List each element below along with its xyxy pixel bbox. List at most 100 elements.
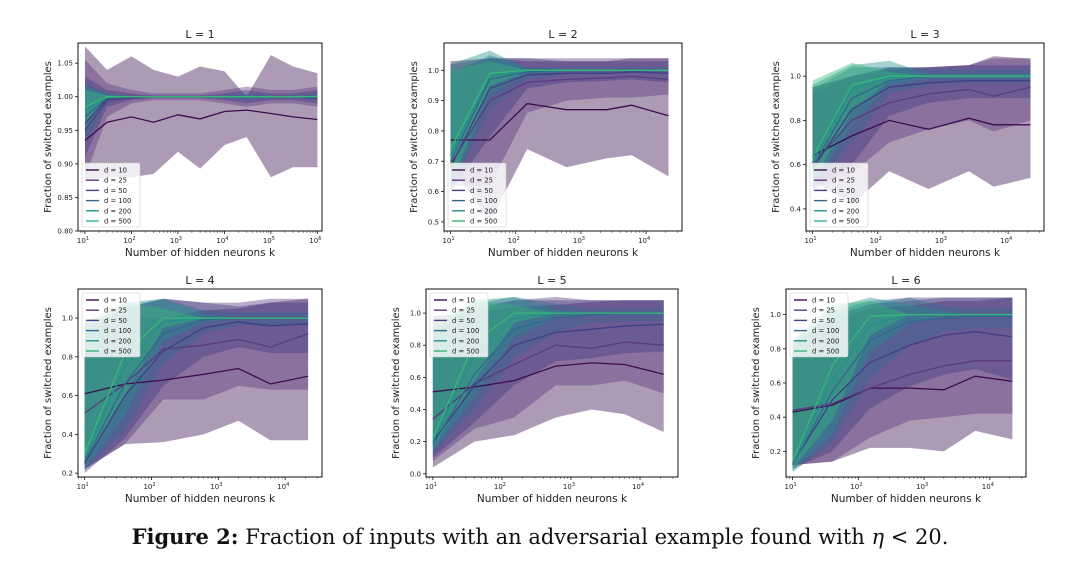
legend-label: d = 500: [104, 218, 131, 226]
x-tick-label: 103: [210, 482, 222, 491]
chart-panel-4: 0.2 0.4 0.6 0.8 1.0 101 102 103 104 L = 4 Number o…: [43, 274, 323, 505]
chart-panel-1: 0.80 0.85 0.90 0.95 1.00 1.05 101 102 103 104 105 1…: [43, 28, 323, 259]
band-d10: [84, 298, 309, 470]
x-axis-label: Number of hidden neurons k: [831, 493, 982, 505]
x-tick-label: 103: [563, 482, 575, 491]
line-d500: [791, 313, 1013, 462]
y-tick-label: 0.4: [410, 406, 422, 414]
legend: d = 10 d = 25 d = 50 d = 100 d = 200 d = 500: [81, 292, 141, 358]
x-tick-label: 102: [143, 482, 155, 491]
plot-frame: [425, 288, 679, 478]
y-tick-label: 0.5: [428, 218, 439, 226]
x-tick-label: 102: [494, 482, 506, 491]
y-tick-label: 0.6: [428, 188, 440, 196]
y-tick-label: 1.0: [428, 67, 439, 75]
x-axis-label: Number of hidden neurons k: [125, 247, 276, 259]
band-d50: [450, 58, 669, 192]
line-d50: [432, 323, 664, 442]
legend-label: d = 50: [470, 187, 493, 195]
band-d200: [812, 60, 1031, 187]
x-tick-label: 102: [123, 236, 135, 245]
x-tick-label: 104: [982, 482, 994, 491]
y-axis-label: Fraction of switched examples: [409, 61, 420, 213]
x-tick-label: 101: [442, 236, 454, 245]
line-d100: [792, 315, 1013, 466]
band-d25: [432, 297, 664, 461]
legend-label: d = 50: [104, 187, 127, 195]
legend-label: d = 10: [104, 167, 127, 175]
band-d50: [812, 65, 1031, 192]
y-tick-label: 0.6: [770, 380, 782, 388]
band-d10: [432, 300, 664, 468]
legend-label: d = 25: [832, 177, 855, 185]
band-d500: [84, 302, 309, 466]
legend-label: d = 200: [104, 337, 131, 345]
x-tick-label: 101: [785, 482, 797, 491]
band-d10: [85, 46, 318, 181]
y-tick-label: 0.6: [62, 392, 74, 400]
plot-frame: [443, 42, 683, 232]
chart-title: L = 3: [910, 28, 939, 41]
x-axis-label: Number of hidden neurons k: [850, 247, 1001, 259]
legend: d = 10 d = 25 d = 50 d = 100 d = 200 d = 500: [81, 162, 141, 228]
legend-label: d = 10: [812, 297, 835, 305]
y-tick-label: 0.0: [410, 470, 421, 478]
band-d500: [450, 61, 669, 186]
y-axis-label: Fraction of switched examples: [771, 61, 782, 213]
band-d500: [812, 62, 1031, 183]
legend-label: d = 50: [104, 317, 127, 325]
caption-text-before: Fraction of inputs with an adversarial e…: [245, 525, 872, 549]
legend-label: d = 100: [832, 197, 859, 205]
y-tick-label: 1.0: [770, 311, 781, 319]
chart-title: L = 4: [185, 274, 214, 287]
legend-label: d = 10: [104, 297, 127, 305]
legend: d = 10 d = 25 d = 50 d = 100 d = 200 d = 500: [447, 162, 507, 228]
y-tick-label: 0.2: [410, 438, 421, 446]
legend-label: d = 100: [812, 327, 839, 335]
legend-label: d = 100: [104, 327, 131, 335]
chart-panel-3: 0.4 0.6 0.8 1.0 101 102 103 104 L = 3 Number of h…: [771, 28, 1045, 259]
legend: d = 10 d = 25 d = 50 d = 100 d = 200 d = 500: [809, 162, 869, 228]
x-tick-label: 103: [170, 236, 182, 245]
y-tick-label: 0.8: [410, 342, 421, 350]
line-d10: [432, 362, 664, 393]
band-d100: [432, 297, 664, 455]
x-tick-label: 104: [1000, 236, 1012, 245]
x-tick-label: 102: [870, 236, 882, 245]
line-d50: [792, 331, 1013, 464]
x-tick-label: 101: [77, 482, 89, 491]
line-d10: [450, 102, 669, 141]
legend-label: d = 500: [812, 348, 839, 356]
band-d200: [84, 298, 309, 470]
line-d10: [84, 109, 318, 141]
legend-label: d = 50: [812, 317, 835, 325]
chart-panel-2: 0.5 0.6 0.7 0.8 0.9 1.0 101 102 103 104 L = 2 Numbe…: [409, 28, 683, 259]
x-tick-label: 104: [277, 482, 289, 491]
legend-label: d = 200: [812, 337, 839, 345]
band-d200: [450, 50, 669, 192]
caption-label: Figure 2:: [131, 524, 239, 549]
legend-label: d = 10: [832, 167, 855, 175]
figure-canvas: 0.80 0.85 0.90 0.95 1.00 1.05 101 102 103 104 105 1…: [43, 28, 1045, 505]
y-tick-label: 0.80: [57, 228, 73, 236]
y-tick-label: 0.90: [57, 160, 73, 168]
x-tick-label: 104: [638, 236, 650, 245]
x-tick-label: 101: [77, 236, 89, 245]
chart-panel-5: 0.0 0.2 0.4 0.6 0.8 1.0 101 102 103 104 L = 5 Numbe…: [391, 274, 679, 505]
x-tick-label: 103: [573, 236, 585, 245]
line-d500: [84, 96, 318, 108]
y-tick-label: 1.00: [57, 93, 73, 101]
legend: d = 10 d = 25 d = 50 d = 100 d = 200 d = 500: [429, 292, 489, 358]
y-tick-label: 0.8: [790, 117, 801, 125]
chart-panel-6: 0.2 0.4 0.6 0.8 1.0 101 102 103 104 L = 6 Number o…: [751, 274, 1027, 505]
figure-caption: Figure 2: Fraction of inputs with an adv…: [0, 524, 1080, 549]
chart-title: L = 1: [185, 28, 214, 41]
line-d500: [811, 75, 1031, 159]
line-d50: [449, 71, 669, 168]
x-tick-label: 103: [916, 482, 928, 491]
x-tick-label: 104: [632, 482, 644, 491]
y-tick-label: 0.4: [62, 431, 74, 439]
line-d10: [812, 117, 1031, 157]
y-tick-label: 0.2: [770, 448, 781, 456]
y-tick-label: 0.6: [790, 161, 802, 169]
